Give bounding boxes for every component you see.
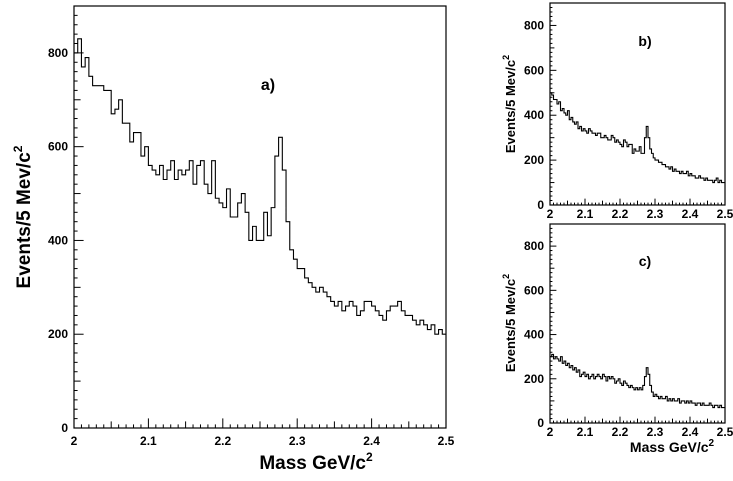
y-tick-label: 0: [537, 416, 544, 430]
y-tick-label: 800: [48, 46, 68, 60]
y-tick-label: 200: [524, 153, 544, 167]
x-axis-label-superscript: 2: [709, 438, 715, 449]
y-axis-label-text: Events/5 Mev/c: [503, 60, 518, 153]
x-tick-label: 2.1: [140, 434, 157, 448]
panel-a-chart: 2 2.1 2.2 2.3 2.4 2.5 0 200 400 600 800 Events/5 Me…: [11, 5, 455, 474]
x-axis-label: Mass GeV/c2: [259, 450, 373, 474]
x-tick-label: 2.4: [363, 434, 380, 448]
x-axis-label-text: Mass GeV/c: [630, 439, 709, 455]
panel-label: b): [638, 33, 651, 49]
y-axis-label-superscript: 2: [501, 55, 511, 60]
x-axis-label: Mass GeV/c2: [630, 438, 715, 455]
y-tick-label: 800: [524, 239, 544, 253]
x-tick-label: 2: [71, 434, 78, 448]
y-tick-label: 200: [524, 372, 544, 386]
x-tick-label: 2.2: [214, 434, 231, 448]
x-tick-label: 2.3: [647, 425, 664, 439]
y-axis-label: Events/5 Mev/c2: [11, 145, 35, 288]
x-tick-label: 2.1: [577, 425, 594, 439]
histogram-series: [550, 353, 725, 409]
panel-label: c): [639, 253, 651, 269]
x-tick-label: 2.2: [612, 207, 629, 221]
x-axis-label-superscript: 2: [366, 450, 373, 464]
x-tick-label: 2.5: [438, 434, 455, 448]
y-axis-label-text: Events/5 Mev/c: [503, 279, 518, 372]
y-tick-label: 0: [61, 421, 68, 435]
panel-label: a): [261, 77, 275, 94]
y-axis-label-superscript: 2: [501, 274, 511, 279]
y-tick-label: 400: [524, 328, 544, 342]
y-axis-label: Events/5 Mev/c2: [501, 274, 518, 372]
y-tick-label: 400: [48, 233, 68, 247]
x-tick-label: 2: [547, 425, 554, 439]
y-tick-label: 600: [48, 140, 68, 154]
x-tick-label: 2.5: [717, 207, 733, 221]
x-tick-label: 2.3: [289, 434, 306, 448]
y-axis-label: Events/5 Mev/c2: [501, 55, 518, 153]
y-tick-label: 600: [524, 283, 544, 297]
y-axis-label-superscript: 2: [11, 145, 25, 152]
panel-b-chart: 2 2.1 2.2 2.3 2.4 2.5 0 200 400 600 800 Events/5 Me…: [501, 2, 733, 221]
histogram-series: [550, 92, 725, 184]
y-tick-label: 200: [48, 327, 68, 341]
histogram-series: [74, 38, 446, 335]
x-tick-label: 2.4: [682, 207, 699, 221]
panel-c-chart: 2 2.1 2.2 2.3 2.4 2.5 0 200 400 600 800 Events/5 Me…: [501, 223, 733, 455]
y-tick-label: 400: [524, 108, 544, 122]
x-tick-label: 2.1: [577, 207, 594, 221]
x-tick-label: 2.4: [682, 425, 699, 439]
plot-frame: [73, 5, 447, 429]
y-tick-label: 600: [524, 63, 544, 77]
y-axis-label-text: Events/5 Mev/c: [14, 152, 35, 289]
y-tick-label: 800: [524, 18, 544, 32]
x-tick-label: 2.2: [612, 425, 629, 439]
x-tick-label: 2.5: [717, 425, 733, 439]
x-tick-label: 2.3: [647, 207, 664, 221]
x-tick-label: 2: [547, 207, 554, 221]
plot-frame: [549, 223, 726, 424]
x-axis-label-text: Mass GeV/c: [259, 453, 366, 474]
y-tick-label: 0: [537, 198, 544, 212]
